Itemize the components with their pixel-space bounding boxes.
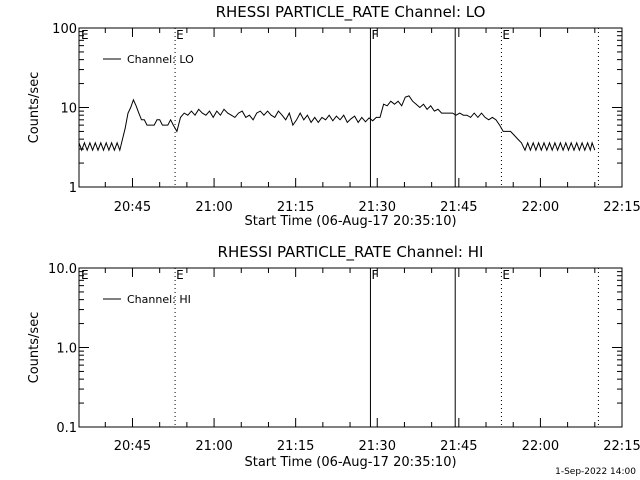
- event-marker-label: F: [371, 268, 378, 282]
- x-tick-label: 21:30: [359, 439, 396, 454]
- plot-frame: [78, 267, 623, 428]
- x-tick-label: 22:00: [522, 439, 559, 454]
- y-tick-label: 10: [60, 102, 77, 117]
- y-tick-label: 1: [69, 181, 77, 196]
- chart-title: RHESSI PARTICLE_RATE Channel: HI: [218, 243, 484, 262]
- y-axis-label: Counts/sec: [27, 72, 42, 144]
- y-tick-label: 100: [52, 22, 77, 37]
- legend-label: Channel: LO: [127, 53, 194, 66]
- event-marker-label: E: [502, 268, 510, 282]
- x-tick-label: 22:00: [522, 200, 559, 215]
- event-marker-label: F: [371, 28, 378, 42]
- series-line: [78, 95, 596, 152]
- chart-panel-2: RHESSI PARTICLE_RATE Channel: HI 0.1 1.0 10…: [27, 243, 640, 470]
- chart-title: RHESSI PARTICLE_RATE Channel: LO: [216, 3, 486, 22]
- x-tick-label: 21:15: [277, 439, 314, 454]
- y-tick-label: 10.0: [48, 262, 77, 277]
- event-marker-label: E: [176, 268, 184, 282]
- x-tick-label: 20:45: [114, 439, 151, 454]
- event-marker-label: E: [176, 28, 184, 42]
- y-axis-label: Counts/sec: [27, 312, 42, 384]
- chart-panel-1: RHESSI PARTICLE_RATE Channel: LO 1 10 100 20…: [27, 3, 640, 229]
- footer-timestamp: 1-Sep-2022 14:00: [555, 467, 636, 477]
- corner-marker-label: E: [81, 268, 89, 282]
- x-tick-label: 20:45: [114, 200, 151, 215]
- x-tick-label: 21:15: [277, 200, 314, 215]
- x-tick-label: 21:00: [195, 439, 232, 454]
- x-tick-label: 21:45: [440, 439, 477, 454]
- event-marker-label: E: [502, 28, 510, 42]
- legend-label: Channel: HI: [127, 293, 191, 306]
- y-tick-label: 1.0: [56, 342, 77, 357]
- x-tick-label: 21:45: [440, 200, 477, 215]
- x-tick-label: 21:00: [195, 200, 232, 215]
- x-axis-label: Start Time (06-Aug-17 20:35:10): [244, 455, 456, 470]
- corner-marker-label: E: [81, 28, 89, 42]
- x-tick-label: 21:30: [359, 200, 396, 215]
- x-tick-label: 22:15: [603, 439, 640, 454]
- plot-frame: [78, 27, 623, 188]
- x-tick-label: 22:15: [603, 200, 640, 215]
- y-tick-label: 0.1: [56, 421, 77, 436]
- x-axis-label: Start Time (06-Aug-17 20:35:10): [244, 214, 456, 229]
